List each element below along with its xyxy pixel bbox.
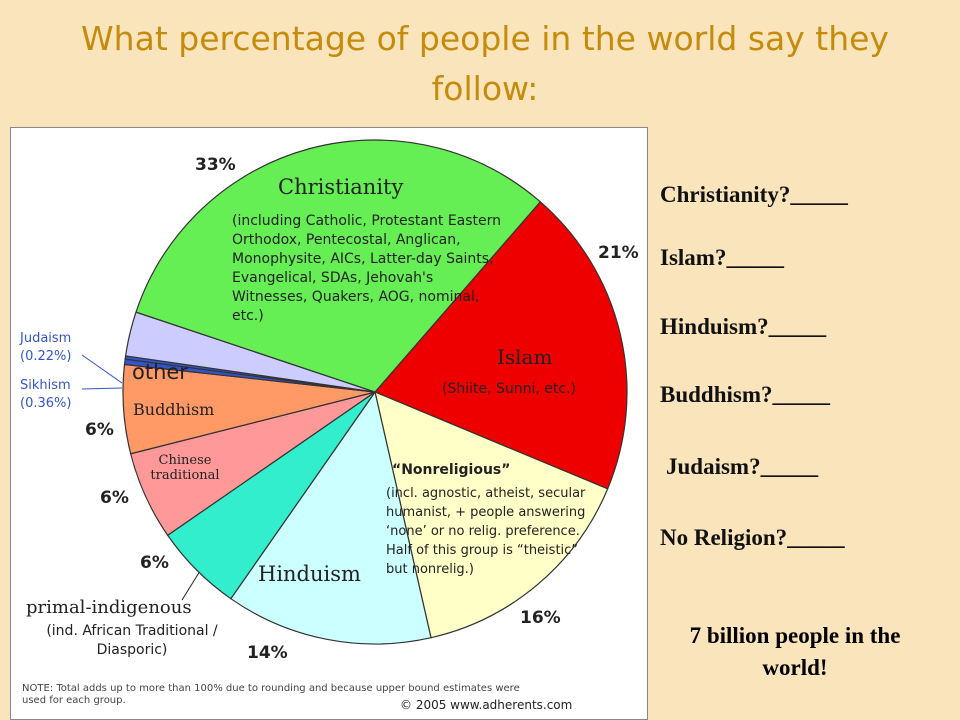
chart-note: NOTE: Total adds up to more than 100% du… bbox=[22, 683, 520, 706]
category-label: Hinduism bbox=[258, 562, 361, 586]
category-detail: (Shiite, Sunni, etc.) bbox=[442, 381, 577, 397]
category-label: primal-indigenous bbox=[26, 597, 192, 618]
value-label: 16% bbox=[520, 608, 561, 628]
footer-note: 7 billion people in the world! bbox=[689, 623, 901, 680]
value-label: 21% bbox=[598, 243, 639, 263]
question: Buddhism?_____ bbox=[660, 382, 831, 407]
category-label: Islam bbox=[497, 345, 553, 369]
slide-title: What percentage of people in the world s… bbox=[81, 19, 889, 108]
category-label: Judaism bbox=[20, 331, 72, 346]
pie-slice bbox=[374, 390, 609, 639]
category-label: Buddhism bbox=[133, 400, 215, 419]
category-label: other bbox=[132, 360, 188, 384]
category-label: Sikhism bbox=[20, 378, 71, 393]
value-label: 6% bbox=[100, 488, 129, 508]
leader-line bbox=[81, 387, 123, 390]
category-label: Christianity bbox=[278, 175, 404, 199]
value-label: 6% bbox=[85, 420, 114, 440]
category-label: “Nonreligious” bbox=[392, 462, 511, 478]
question: Christianity?_____ bbox=[660, 182, 848, 207]
question: No Religion?_____ bbox=[660, 525, 845, 550]
question: Islam?_____ bbox=[660, 245, 784, 270]
value-label: 33% bbox=[195, 155, 236, 175]
value-label: 6% bbox=[140, 553, 169, 573]
category-detail: (incl. agnostic, atheist, secular humani… bbox=[386, 486, 586, 577]
question: Judaism?_____ bbox=[666, 454, 819, 479]
question: Hinduism?_____ bbox=[660, 314, 827, 339]
category-label: Chinese traditional bbox=[150, 453, 220, 483]
leader-line bbox=[81, 354, 123, 384]
value-label: 14% bbox=[247, 643, 288, 663]
value-label: (0.36%) bbox=[20, 396, 72, 411]
category-detail: (ind. African Traditional / Diasporic) bbox=[46, 623, 218, 658]
pie-slice bbox=[135, 139, 542, 393]
category-detail: (including Catholic, Protestant Eastern … bbox=[232, 213, 502, 324]
pie-slice bbox=[229, 390, 432, 645]
pie-slice bbox=[374, 200, 628, 490]
value-label: (0.22%) bbox=[20, 349, 72, 364]
copyright: © 2005 www.adherents.com bbox=[400, 698, 573, 712]
